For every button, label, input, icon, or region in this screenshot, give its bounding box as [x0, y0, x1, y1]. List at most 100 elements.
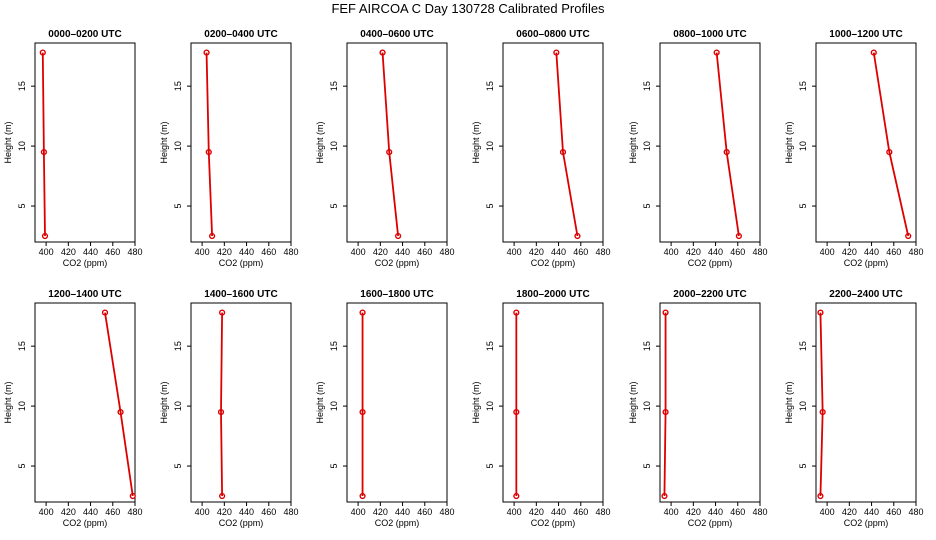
y-tick-label: 10 — [329, 401, 339, 411]
panel-title: 2000–2200 UTC — [673, 289, 746, 300]
y-axis-label: Height (m) — [3, 381, 13, 423]
data-point — [817, 492, 824, 500]
x-axis-label: CO2 (ppm) — [219, 518, 264, 528]
plot-frame — [502, 42, 604, 243]
x-tick-label: 400 — [39, 507, 54, 517]
data-point — [359, 309, 366, 316]
plot-frame — [190, 302, 292, 503]
panel-7: 1200–1400 UTC 400 420 440 460 480 5 10 15 CO2 (pp… — [3, 289, 143, 528]
y-tick-label: 10 — [642, 401, 652, 411]
panel-9: 1600–1800 UTC 400 420 440 460 480 5 10 15 CO2 (pp… — [315, 289, 455, 528]
y-tick-label: 15 — [173, 81, 183, 91]
y-tick-label: 10 — [173, 141, 183, 151]
data-point — [819, 408, 826, 416]
y-tick-label: 15 — [642, 341, 652, 351]
data-point — [870, 49, 877, 56]
x-tick-label: 400 — [39, 247, 54, 257]
y-tick-label: 5 — [642, 464, 652, 469]
x-tick-label: 420 — [529, 247, 544, 257]
y-axis-label: Height (m) — [784, 121, 794, 163]
x-tick-label: 480 — [595, 507, 610, 517]
panel-title: 0200–0400 UTC — [204, 29, 277, 40]
panel-4: 0600–0800 UTC 400 420 440 460 480 5 10 15 CO2 (pp… — [471, 29, 611, 268]
data-point — [559, 148, 567, 156]
x-tick-label: 440 — [708, 507, 723, 517]
x-axis-label: CO2 (ppm) — [531, 258, 576, 268]
x-tick-label: 440 — [864, 247, 879, 257]
x-tick-label: 420 — [373, 247, 388, 257]
y-tick-label: 10 — [173, 401, 183, 411]
data-point — [219, 309, 226, 316]
x-tick-label: 480 — [439, 247, 454, 257]
y-axis-label: Height (m) — [628, 381, 638, 423]
y-tick-label: 10 — [329, 141, 339, 151]
x-tick-label: 420 — [217, 507, 232, 517]
x-tick-label: 420 — [686, 247, 701, 257]
y-tick-label: 5 — [173, 204, 183, 209]
data-point — [723, 148, 730, 156]
x-tick-label: 420 — [842, 507, 857, 517]
profile-line — [872, 52, 910, 237]
y-tick-label: 15 — [485, 81, 495, 91]
x-tick-label: 440 — [551, 507, 566, 517]
profile-line — [41, 52, 46, 237]
panel-5: 0800–1000 UTC 400 420 440 460 480 5 10 15 CO2 (pp… — [628, 29, 768, 268]
x-axis-label: CO2 (ppm) — [844, 518, 889, 528]
x-tick-label: 420 — [373, 507, 388, 517]
data-point — [129, 492, 136, 500]
y-axis-label: Height (m) — [315, 381, 325, 423]
y-tick-label: 5 — [798, 464, 808, 469]
y-axis-label: Height (m) — [784, 381, 794, 423]
profile-line — [104, 312, 134, 497]
data-point — [905, 232, 912, 240]
x-tick-label: 400 — [664, 247, 679, 257]
y-tick-label: 15 — [17, 341, 27, 351]
plot-frame — [659, 42, 761, 243]
y-tick-label: 5 — [485, 204, 495, 209]
panel-3: 0400–0600 UTC 400 420 440 460 480 5 10 15 CO2 (pp… — [315, 29, 455, 268]
panel-title: 1400–1600 UTC — [204, 289, 277, 300]
data-point — [513, 408, 520, 416]
y-tick-label: 15 — [485, 341, 495, 351]
x-tick-label: 440 — [395, 247, 410, 257]
x-tick-label: 400 — [820, 507, 835, 517]
x-tick-label: 400 — [507, 247, 522, 257]
data-point — [386, 148, 393, 156]
y-axis-label: Height (m) — [159, 381, 169, 423]
data-point — [662, 408, 669, 416]
data-point — [661, 492, 668, 500]
x-tick-label: 480 — [283, 507, 298, 517]
x-tick-label: 480 — [439, 507, 454, 517]
y-tick-label: 10 — [485, 401, 495, 411]
data-point — [395, 232, 402, 240]
y-tick-label: 5 — [485, 464, 495, 469]
data-point — [359, 492, 366, 500]
x-tick-label: 480 — [908, 247, 923, 257]
x-tick-label: 400 — [820, 247, 835, 257]
plot-frame — [346, 42, 448, 243]
y-axis-label: Height (m) — [315, 121, 325, 163]
data-point — [205, 148, 212, 156]
x-tick-label: 400 — [195, 247, 210, 257]
panel-title: 1000–1200 UTC — [829, 29, 902, 40]
panel-6: 1000–1200 UTC 400 420 440 460 480 5 10 15 CO2 (pp… — [784, 29, 924, 268]
x-tick-label: 440 — [83, 247, 98, 257]
x-tick-label: 480 — [127, 247, 142, 257]
data-point — [513, 309, 520, 316]
x-tick-label: 440 — [395, 507, 410, 517]
y-tick-label: 10 — [798, 401, 808, 411]
plot-frame — [815, 302, 917, 503]
profile-line — [663, 312, 667, 497]
plot-frame — [659, 302, 761, 503]
y-tick-label: 15 — [642, 81, 652, 91]
y-tick-label: 15 — [17, 81, 27, 91]
panel-title: 2200–2400 UTC — [829, 289, 902, 300]
data-point — [40, 148, 47, 156]
x-tick-label: 460 — [417, 507, 432, 517]
data-point — [359, 408, 366, 416]
x-axis-label: CO2 (ppm) — [531, 518, 576, 528]
x-tick-label: 440 — [551, 247, 566, 257]
panel-1: 0000–0200 UTC 400 420 440 460 480 5 10 15 CO2 (pp… — [3, 29, 143, 268]
y-tick-label: 5 — [17, 204, 27, 209]
x-tick-label: 420 — [61, 247, 76, 257]
